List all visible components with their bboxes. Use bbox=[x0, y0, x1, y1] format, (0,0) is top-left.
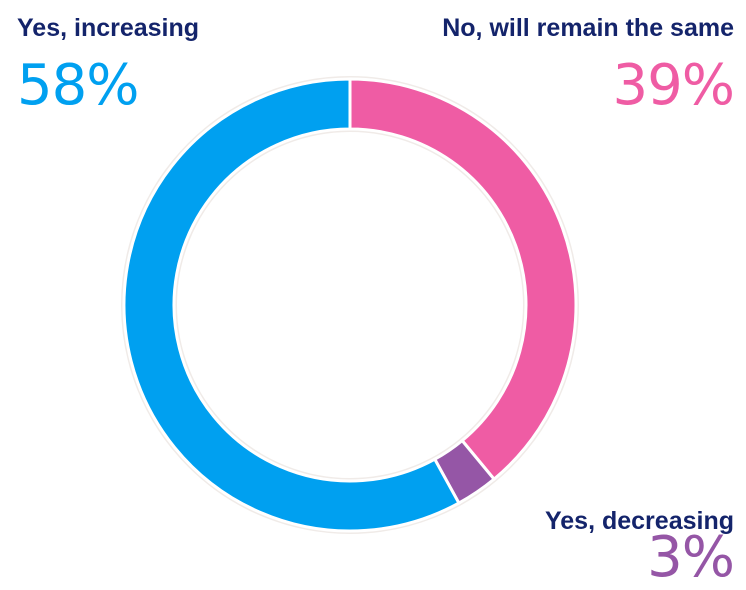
label-no-remain-same: No, will remain the same bbox=[442, 14, 734, 42]
donut-slice-yes-increasing bbox=[122, 77, 461, 533]
value-no-remain-same: 39% bbox=[612, 53, 735, 118]
donut-slice-no-will-remain-the-same bbox=[348, 77, 578, 482]
label-yes-increasing: Yes, increasing bbox=[17, 14, 200, 42]
label-yes-decreasing: Yes, decreasing bbox=[544, 507, 734, 535]
value-yes-increasing: 58% bbox=[17, 53, 139, 118]
value-yes-decreasing: 3% bbox=[647, 525, 735, 590]
